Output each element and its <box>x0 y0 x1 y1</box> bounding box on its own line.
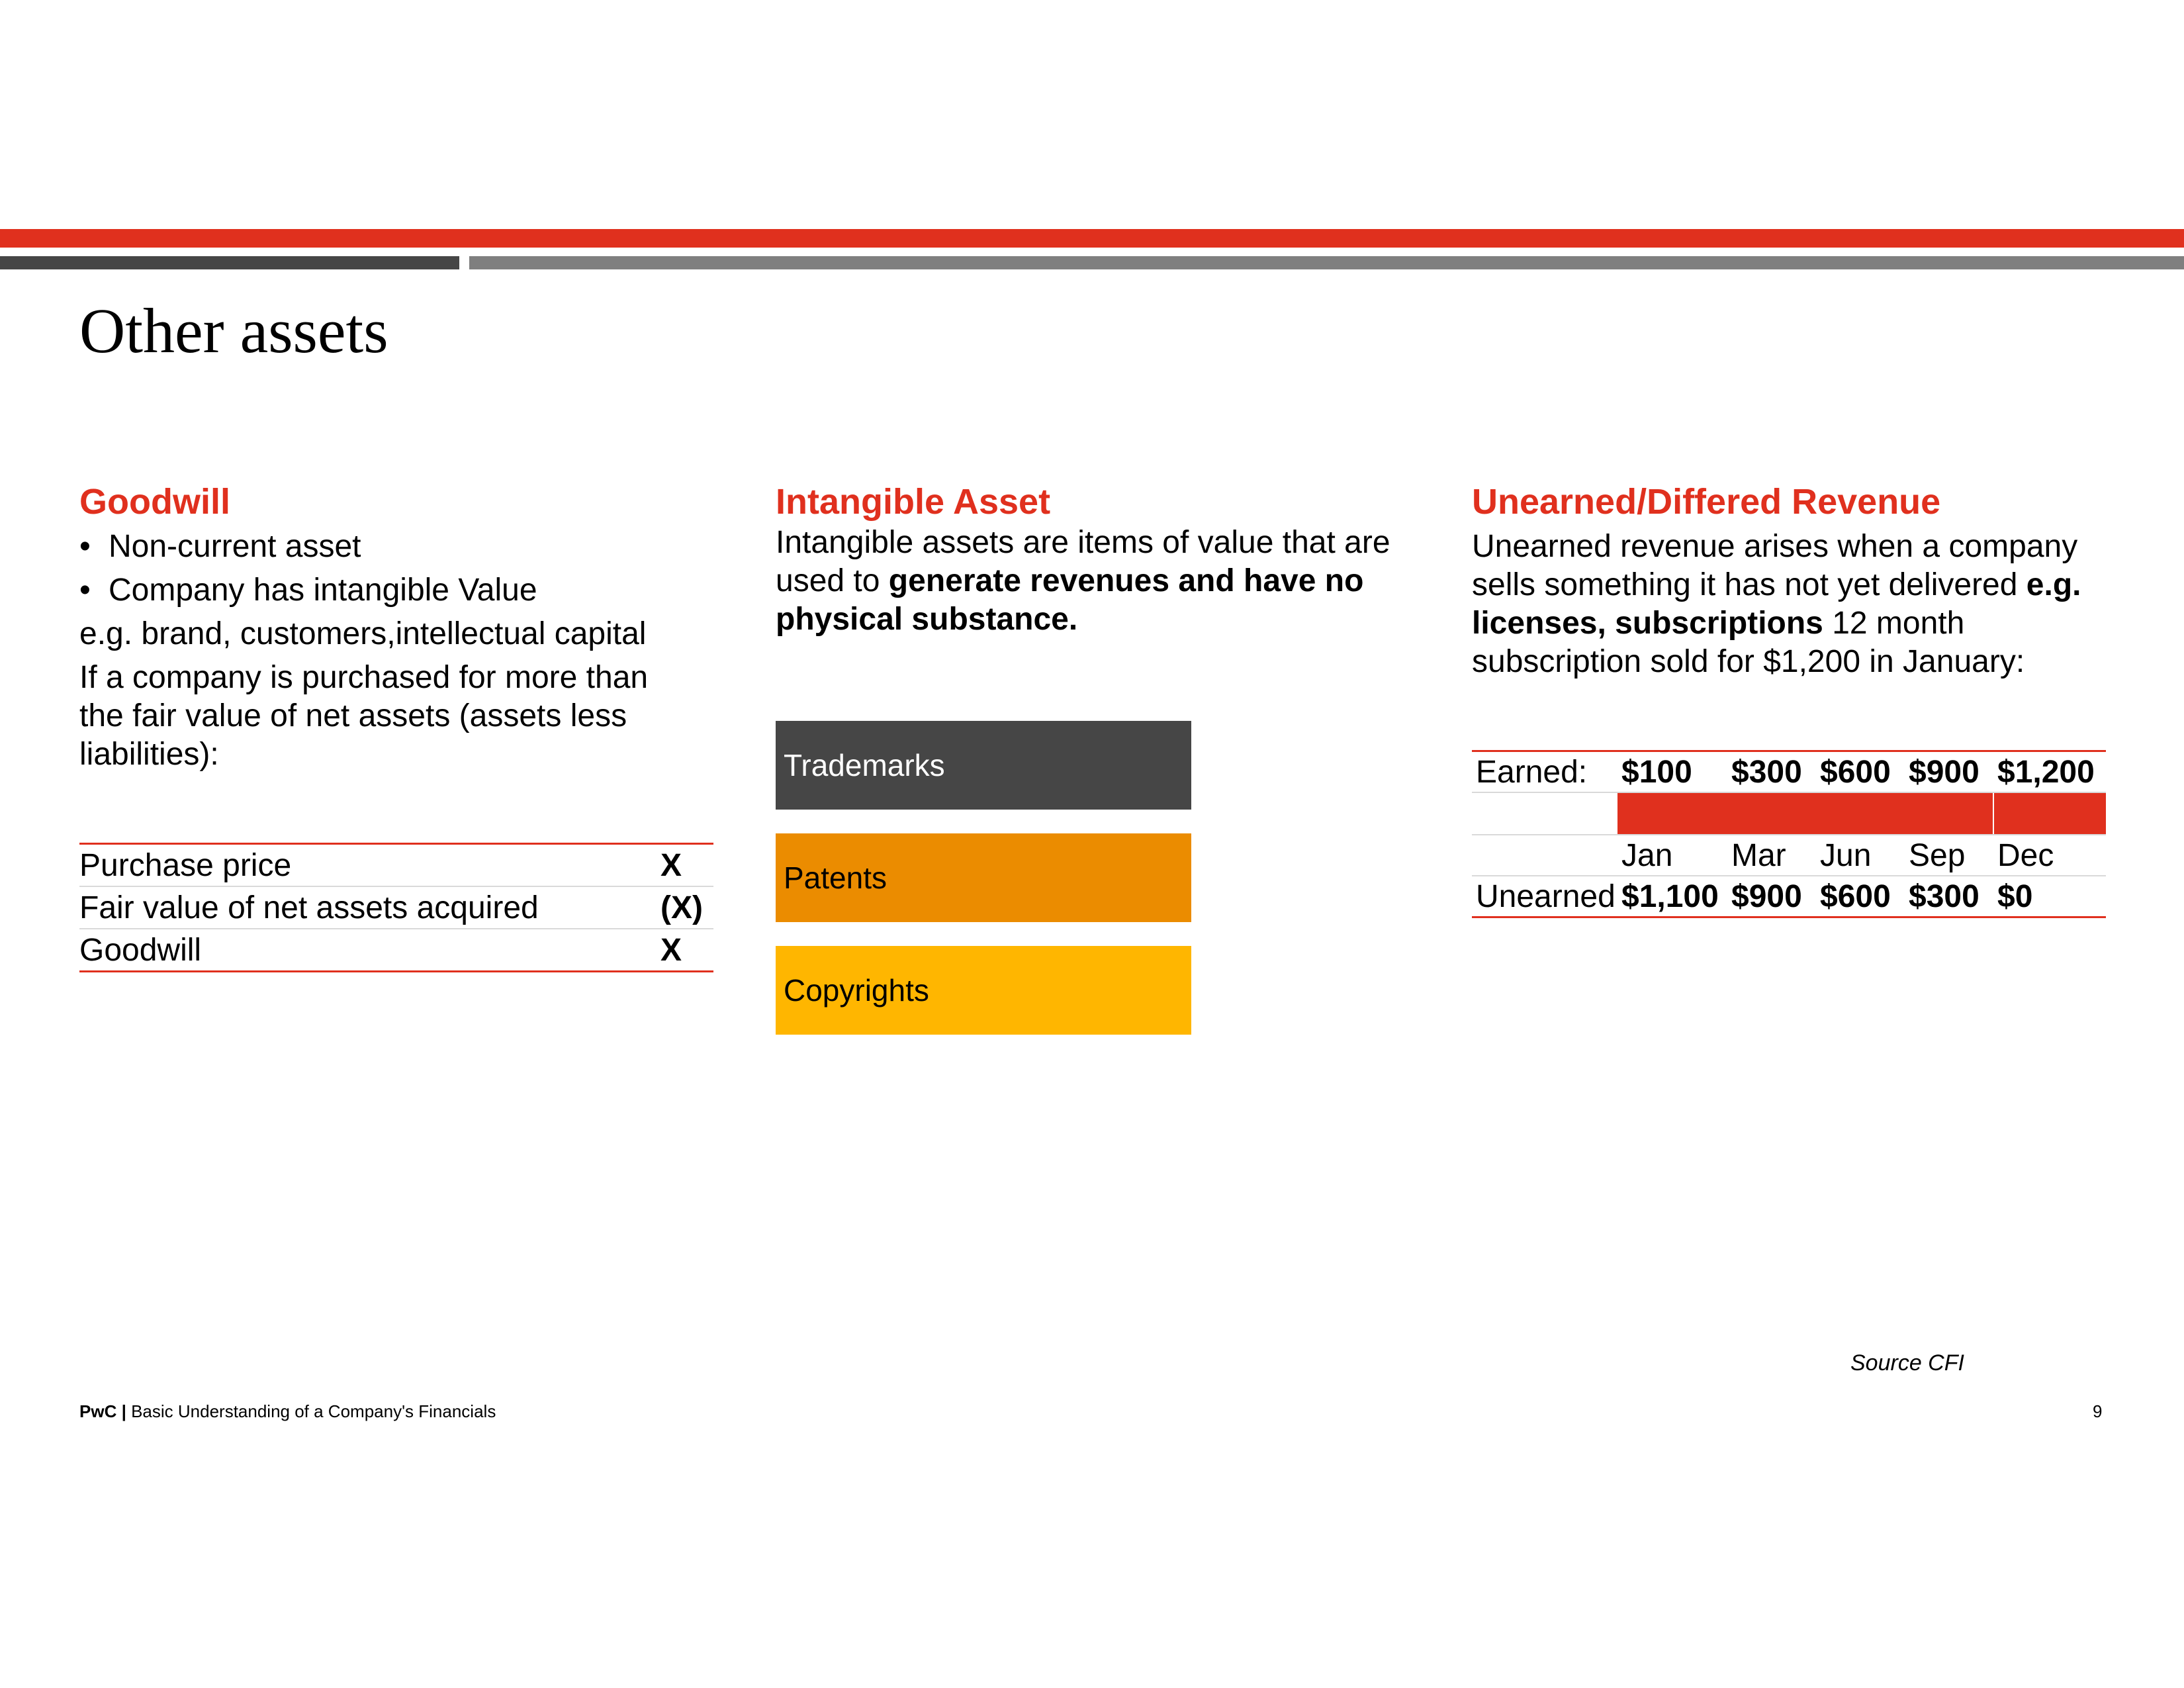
top-accent-bar-dark <box>0 256 459 269</box>
earned-label: Earned: <box>1472 750 1617 793</box>
unearned-label: Unearned <box>1472 876 1617 918</box>
table-row: Unearned $1,100 $900 $600 $300 $0 <box>1472 876 2106 918</box>
goodwill-table: Purchase price X Fair value of net asset… <box>79 843 713 972</box>
unearned-text-bold: e.g. licenses, subscriptions <box>1472 567 2081 641</box>
goodwill-example: e.g. brand, customers,intellectual capit… <box>79 616 647 651</box>
top-accent-bar-red <box>0 229 2184 248</box>
revenue-table: Earned: $100 $300 $600 $900 $1,200 Jan M… <box>1472 750 2106 918</box>
month-label: Jan <box>1617 835 1727 876</box>
goodwill-row-label: Goodwill <box>79 928 660 972</box>
table-row: Jan Mar Jun Sep Dec <box>1472 835 2106 876</box>
intangible-body: Intangible assets are items of value tha… <box>776 524 1398 639</box>
earned-value: $600 <box>1816 750 1905 793</box>
earned-value: $100 <box>1617 750 1727 793</box>
earned-bar-end <box>1993 792 2106 835</box>
goodwill-paragraph: If a company is purchased for more than … <box>79 660 649 772</box>
goodwill-bullet-text: Company has intangible Value <box>109 573 537 608</box>
trademarks-box: Trademarks <box>776 721 1191 810</box>
earned-bar <box>1617 792 1993 835</box>
goodwill-bullet: • Non-current asset <box>79 528 715 571</box>
unearned-value: $300 <box>1905 876 1993 918</box>
patents-box: Patents <box>776 833 1191 922</box>
unearned-body: Unearned revenue arises when a company s… <box>1472 528 2107 681</box>
bullet-dot-icon: • <box>79 529 91 564</box>
copyrights-box: Copyrights <box>776 946 1191 1035</box>
goodwill-body: • Non-current asset • Company has intangib… <box>79 528 715 774</box>
month-spacer <box>1472 835 1617 876</box>
slide-title: Other assets <box>79 295 388 366</box>
bullet-dot-icon: • <box>79 573 91 608</box>
month-label: Sep <box>1905 835 1993 876</box>
footer-text: Basic Understanding of a Company's Finan… <box>131 1401 496 1421</box>
intangible-text: Intangible assets are items of value tha… <box>776 525 1390 598</box>
unearned-value: $0 <box>1993 876 2106 918</box>
footer-brand: PwC | <box>79 1401 126 1421</box>
footer: PwC | Basic Understanding of a Company's… <box>79 1401 496 1422</box>
earned-value: $300 <box>1727 750 1816 793</box>
earned-value: $900 <box>1905 750 1993 793</box>
earned-value: $1,200 <box>1993 750 2106 793</box>
table-row <box>1472 792 2106 835</box>
unearned-value: $900 <box>1727 876 1816 918</box>
goodwill-bullet-text: Non-current asset <box>109 529 361 564</box>
goodwill-heading: Goodwill <box>79 482 230 522</box>
table-row: Goodwill X <box>79 928 713 972</box>
bar-spacer <box>1472 792 1617 835</box>
unearned-heading: Unearned/Differed Revenue <box>1472 482 1941 522</box>
goodwill-row-value: (X) <box>660 886 713 929</box>
goodwill-row-label: Fair value of net assets acquired <box>79 886 660 929</box>
unearned-text: Unearned revenue arises when a company s… <box>1472 529 2078 602</box>
top-accent-bar-grey <box>469 256 2184 269</box>
unearned-value: $1,100 <box>1617 876 1727 918</box>
intangible-text-bold: generate revenues and have no physical s… <box>776 563 1364 637</box>
table-row: Purchase price X <box>79 843 713 886</box>
goodwill-row-value: X <box>660 928 713 972</box>
table-row: Fair value of net assets acquired (X) <box>79 886 713 929</box>
month-label: Mar <box>1727 835 1816 876</box>
goodwill-row-label: Purchase price <box>79 843 660 886</box>
month-label: Dec <box>1993 835 2106 876</box>
table-row: Earned: $100 $300 $600 $900 $1,200 <box>1472 750 2106 793</box>
page-number: 9 <box>2093 1401 2103 1421</box>
goodwill-row-value: X <box>660 843 713 886</box>
unearned-value: $600 <box>1816 876 1905 918</box>
intangible-heading: Intangible Asset <box>776 482 1051 522</box>
month-label: Jun <box>1816 835 1905 876</box>
source-note: Source CFI <box>1850 1350 1964 1376</box>
goodwill-bullet: • Company has intangible Value <box>79 571 715 615</box>
unearned-text-tail: 12 month subscription sold for $1,200 in… <box>1472 606 2025 679</box>
